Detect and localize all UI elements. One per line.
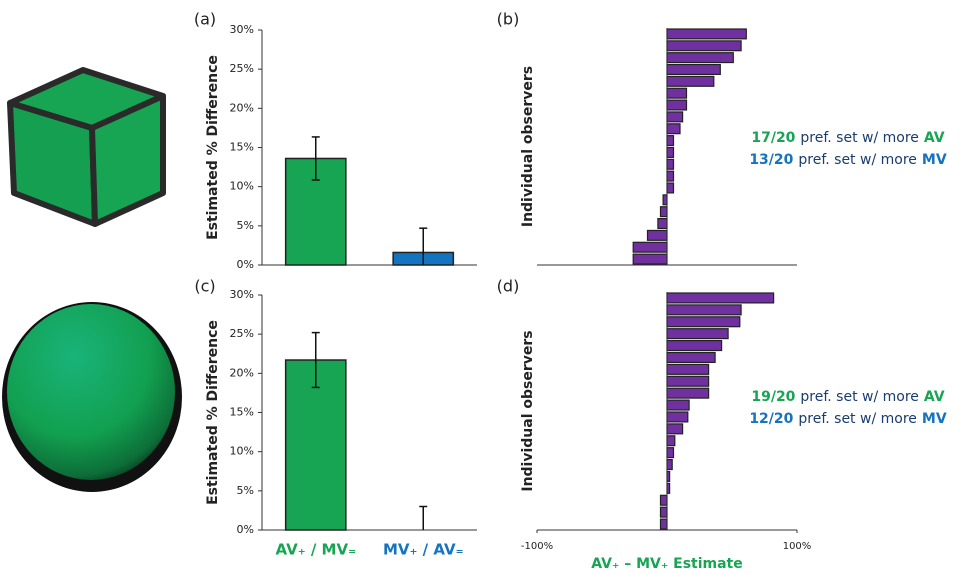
bar bbox=[666, 375, 710, 387]
annotation-part: MV bbox=[922, 152, 947, 168]
x-tick-label: MV₊ / AV₌ bbox=[383, 541, 464, 559]
bar bbox=[666, 304, 742, 316]
error-bar bbox=[311, 331, 320, 389]
annotation-part: AV bbox=[924, 389, 945, 405]
bar bbox=[666, 459, 673, 471]
panel-label: (b) bbox=[497, 10, 520, 29]
y-tick-label: 5% bbox=[237, 484, 254, 497]
bar bbox=[666, 292, 775, 304]
annotation-part: 12/20 bbox=[749, 411, 793, 427]
error-bar bbox=[311, 136, 320, 181]
annotation-part: AV bbox=[924, 130, 945, 146]
bar bbox=[666, 28, 747, 40]
panel-label: (d) bbox=[497, 277, 520, 296]
bar bbox=[666, 123, 681, 135]
bar bbox=[666, 447, 675, 459]
y-tick-label: 0% bbox=[237, 523, 254, 536]
bar bbox=[666, 351, 716, 363]
y-tick-label: 10% bbox=[230, 445, 254, 458]
bar bbox=[666, 170, 675, 182]
y-axis-title: Estimated % Difference bbox=[205, 320, 221, 505]
bar bbox=[666, 363, 710, 375]
annotation-part: pref. set w/ more bbox=[800, 130, 919, 146]
annotation: 12/20 pref. set w/ more MV bbox=[749, 411, 947, 427]
annotation-part: 19/20 bbox=[751, 389, 795, 405]
y-axis-title: Individual observers bbox=[520, 330, 536, 491]
bar bbox=[666, 40, 742, 52]
bar bbox=[659, 494, 668, 506]
bar bbox=[666, 52, 734, 64]
bar bbox=[666, 423, 684, 435]
annotation-part: pref. set w/ more bbox=[798, 411, 917, 427]
bar bbox=[666, 146, 675, 158]
cube-icon bbox=[7, 67, 166, 227]
annotation-part: pref. set w/ more bbox=[798, 152, 917, 168]
bar bbox=[666, 182, 675, 194]
y-tick-label: 15% bbox=[230, 406, 254, 419]
bar bbox=[666, 111, 684, 123]
bar bbox=[659, 518, 668, 530]
bar bbox=[666, 87, 688, 99]
bar bbox=[666, 99, 688, 111]
bar bbox=[666, 387, 710, 399]
y-tick-label: 20% bbox=[230, 366, 254, 379]
annotation-part: 17/20 bbox=[751, 130, 795, 146]
bar bbox=[666, 63, 721, 76]
x-axis-title: AV₊ – MV₊ Estimate bbox=[591, 556, 743, 572]
panel-label: (a) bbox=[194, 10, 216, 29]
y-tick-label: 25% bbox=[230, 327, 254, 340]
bar bbox=[662, 194, 668, 206]
bar bbox=[659, 206, 668, 218]
y-tick-label: 15% bbox=[230, 141, 254, 154]
error-bar bbox=[419, 227, 428, 265]
bar bbox=[666, 135, 675, 147]
annotation-part: 13/20 bbox=[749, 152, 793, 168]
y-tick-label: 25% bbox=[230, 62, 254, 75]
bar bbox=[666, 411, 689, 423]
panel-label: (c) bbox=[194, 277, 215, 296]
y-tick-label: 0% bbox=[237, 258, 254, 271]
x-tick-label: AV₊ / MV₌ bbox=[276, 541, 357, 559]
bar bbox=[666, 435, 676, 447]
sphere-icon bbox=[2, 302, 182, 492]
y-axis-title: Estimated % Difference bbox=[205, 55, 221, 240]
x-tick-label: 100% bbox=[783, 541, 812, 552]
bar bbox=[666, 328, 729, 340]
y-tick-label: 30% bbox=[230, 23, 254, 36]
bar bbox=[666, 158, 675, 170]
bar bbox=[646, 229, 668, 241]
y-axis-title: Individual observers bbox=[520, 66, 536, 227]
annotation: 13/20 pref. set w/ more MV bbox=[749, 152, 947, 168]
bar bbox=[659, 506, 668, 518]
y-tick-label: 20% bbox=[230, 101, 254, 114]
y-tick-label: 10% bbox=[230, 180, 254, 193]
x-tick-label: -100% bbox=[521, 541, 553, 552]
bar bbox=[666, 399, 690, 411]
bar bbox=[666, 340, 723, 352]
error-bar bbox=[419, 505, 428, 530]
bar bbox=[632, 241, 668, 253]
annotation-part: pref. set w/ more bbox=[800, 389, 919, 405]
y-tick-label: 30% bbox=[230, 288, 254, 301]
annotation: 19/20 pref. set w/ more AV bbox=[751, 389, 944, 405]
annotation: 17/20 pref. set w/ more AV bbox=[751, 130, 944, 146]
annotation-part: MV bbox=[922, 411, 947, 427]
bar bbox=[666, 316, 741, 328]
bar bbox=[666, 75, 715, 87]
bar bbox=[657, 218, 668, 230]
y-tick-label: 5% bbox=[237, 219, 254, 232]
bar bbox=[632, 253, 668, 265]
